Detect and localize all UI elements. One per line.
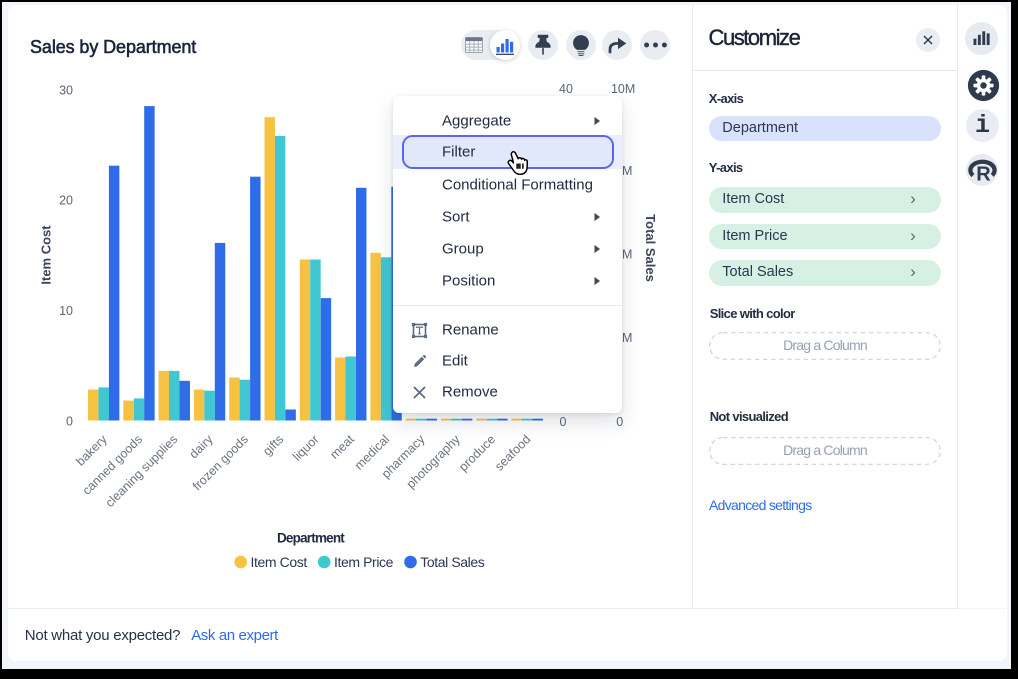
svg-text:0: 0	[560, 415, 567, 429]
svg-text:liquor: liquor	[290, 432, 322, 464]
svg-text:dairy: dairy	[187, 432, 217, 462]
svg-text:40: 40	[559, 82, 573, 96]
svg-text:Item Cost: Item Cost	[251, 554, 308, 570]
svg-text:R: R	[976, 163, 991, 185]
svg-text:seafood: seafood	[492, 432, 533, 473]
svg-text:0: 0	[66, 414, 73, 428]
svg-text:30: 30	[59, 83, 73, 97]
svg-text:Item Cost: Item Cost	[39, 225, 54, 285]
svg-text:produce: produce	[456, 432, 498, 474]
svg-text:Total Sales: Total Sales	[643, 214, 658, 282]
svg-text:10: 10	[59, 304, 73, 318]
svg-text:0: 0	[616, 415, 623, 429]
svg-text:10M: 10M	[611, 82, 635, 96]
svg-text:Total Sales: Total Sales	[420, 554, 484, 570]
svg-text:20: 20	[59, 194, 73, 208]
svg-text:Item Price: Item Price	[334, 554, 394, 570]
svg-text:meat: meat	[327, 432, 357, 462]
svg-text:gifts: gifts	[260, 432, 286, 458]
svg-text:Department: Department	[277, 531, 345, 546]
